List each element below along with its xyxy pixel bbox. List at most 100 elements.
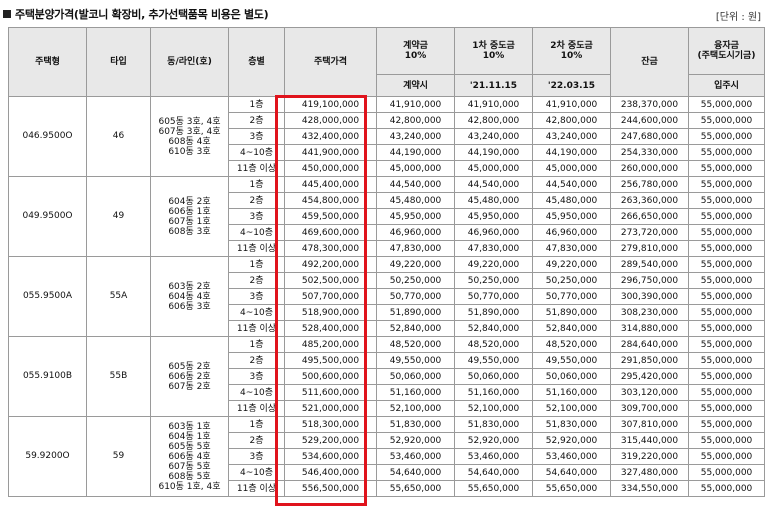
balance-cell: 327,480,000 xyxy=(610,464,689,481)
mid2-cell: 46,960,000 xyxy=(532,224,611,241)
table-row: 046.9500O 46 605동 3호, 4호 607동 3호, 4호 608동 … xyxy=(8,96,765,177)
header-balance: 잔금 xyxy=(610,27,689,97)
house-type-cell: 055.9100B xyxy=(8,336,87,417)
table-row: 3층 507,700,000 50,770,000 50,770,000 50,770,… xyxy=(9,288,765,305)
mid2-cell: 48,520,000 xyxy=(532,336,611,353)
mid1-cell: 45,000,000 xyxy=(454,160,533,177)
table-row: 2층 529,200,000 52,920,000 52,920,000 52,920,… xyxy=(9,432,765,449)
contract-cell: 51,830,000 xyxy=(376,416,455,433)
price-cell: 432,400,000 xyxy=(284,128,377,145)
price-cell: 441,900,000 xyxy=(284,144,377,161)
mid2-cell: 42,800,000 xyxy=(532,112,611,129)
mid1-cell: 41,910,000 xyxy=(454,96,533,113)
house-type-cell: 046.9500O xyxy=(8,96,87,177)
contract-cell: 48,520,000 xyxy=(376,336,455,353)
loan-cell: 55,000,000 xyxy=(688,400,765,417)
mid2-cell: 51,890,000 xyxy=(532,304,611,321)
header-contract-when: 계약시 xyxy=(376,74,455,97)
mid1-cell: 46,960,000 xyxy=(454,224,533,241)
balance-cell: 300,390,000 xyxy=(610,288,689,305)
balance-cell: 307,810,000 xyxy=(610,416,689,433)
floor-cell: 11층 이상 xyxy=(228,480,285,497)
table-row: 049.9500O 49 604동 2호 606동 1호 607동 1호 608동 … xyxy=(8,176,765,257)
mid2-cell: 54,640,000 xyxy=(532,464,611,481)
price-table: 주택형 타입 동/라인(호) 층별 주택가격 계약금 10% 1차 중도금 10… xyxy=(8,27,765,497)
table-row: 3층 534,600,000 53,460,000 53,460,000 53,460,… xyxy=(9,448,765,465)
mid2-cell: 49,550,000 xyxy=(532,352,611,369)
balance-cell: 244,600,000 xyxy=(610,112,689,129)
mid2-cell: 41,910,000 xyxy=(532,96,611,113)
house-type-cell: 59.9200O xyxy=(8,416,87,497)
mid2-cell: 52,920,000 xyxy=(532,432,611,449)
table-row: 3층 459,500,000 45,950,000 45,950,000 45,950,… xyxy=(9,208,765,225)
header-mid1-when: '21.11.15 xyxy=(454,74,533,97)
floor-cell: 3층 xyxy=(228,128,285,145)
price-cell: 518,900,000 xyxy=(284,304,377,321)
contract-cell: 47,830,000 xyxy=(376,240,455,257)
type-cell: 55A xyxy=(86,256,151,337)
loan-cell: 55,000,000 xyxy=(688,272,765,289)
contract-cell: 41,910,000 xyxy=(376,96,455,113)
table-body: 046.9500O 46 605동 3호, 4호 607동 3호, 4호 608동 … xyxy=(8,96,765,497)
table-row: 11층 이상 521,000,000 52,100,000 52,100,000 52,… xyxy=(9,400,765,417)
contract-cell: 53,460,000 xyxy=(376,448,455,465)
header-loan: 융자금 (주택도시기금) xyxy=(688,27,765,75)
contract-cell: 42,800,000 xyxy=(376,112,455,129)
mid2-cell: 53,460,000 xyxy=(532,448,611,465)
floor-cell: 11층 이상 xyxy=(228,320,285,337)
balance-cell: 256,780,000 xyxy=(610,176,689,193)
price-cell: 546,400,000 xyxy=(284,464,377,481)
balance-cell: 319,220,000 xyxy=(610,448,689,465)
balance-cell: 279,810,000 xyxy=(610,240,689,257)
mid1-cell: 51,160,000 xyxy=(454,384,533,401)
mid1-cell: 51,830,000 xyxy=(454,416,533,433)
contract-cell: 45,480,000 xyxy=(376,192,455,209)
mid1-cell: 48,520,000 xyxy=(454,336,533,353)
contract-cell: 44,540,000 xyxy=(376,176,455,193)
balance-cell: 308,230,000 xyxy=(610,304,689,321)
mid1-cell: 52,100,000 xyxy=(454,400,533,417)
floor-cell: 11층 이상 xyxy=(228,400,285,417)
contract-cell: 49,220,000 xyxy=(376,256,455,273)
contract-cell: 52,840,000 xyxy=(376,320,455,337)
loan-cell: 55,000,000 xyxy=(688,416,765,433)
loan-cell: 55,000,000 xyxy=(688,192,765,209)
loan-cell: 55,000,000 xyxy=(688,464,765,481)
loan-cell: 55,000,000 xyxy=(688,160,765,177)
loan-cell: 55,000,000 xyxy=(688,96,765,113)
contract-cell: 52,100,000 xyxy=(376,400,455,417)
loan-cell: 55,000,000 xyxy=(688,336,765,353)
contract-cell: 45,950,000 xyxy=(376,208,455,225)
type-cell: 59 xyxy=(86,416,151,497)
price-cell: 511,600,000 xyxy=(284,384,377,401)
mid1-cell: 52,840,000 xyxy=(454,320,533,337)
contract-cell: 54,640,000 xyxy=(376,464,455,481)
mid2-cell: 47,830,000 xyxy=(532,240,611,257)
contract-cell: 45,000,000 xyxy=(376,160,455,177)
mid1-cell: 49,550,000 xyxy=(454,352,533,369)
loan-cell: 55,000,000 xyxy=(688,128,765,145)
mid2-cell: 50,250,000 xyxy=(532,272,611,289)
floor-cell: 2층 xyxy=(228,192,285,209)
dong-line-cell: 604동 2호 606동 1호 607동 1호 608동 3호 xyxy=(150,176,229,257)
mid1-cell: 47,830,000 xyxy=(454,240,533,257)
contract-cell: 46,960,000 xyxy=(376,224,455,241)
mid2-cell: 43,240,000 xyxy=(532,128,611,145)
floor-cell: 3층 xyxy=(228,208,285,225)
price-cell: 428,000,000 xyxy=(284,112,377,129)
balance-cell: 263,360,000 xyxy=(610,192,689,209)
floor-cell: 1층 xyxy=(228,176,285,193)
loan-cell: 55,000,000 xyxy=(688,144,765,161)
loan-cell: 55,000,000 xyxy=(688,432,765,449)
mid1-cell: 50,770,000 xyxy=(454,288,533,305)
mid1-cell: 50,250,000 xyxy=(454,272,533,289)
price-cell: 529,200,000 xyxy=(284,432,377,449)
price-cell: 500,600,000 xyxy=(284,368,377,385)
mid2-cell: 55,650,000 xyxy=(532,480,611,497)
mid1-cell: 49,220,000 xyxy=(454,256,533,273)
floor-cell: 1층 xyxy=(228,336,285,353)
header-contract: 계약금 10% xyxy=(376,27,455,75)
contract-cell: 51,890,000 xyxy=(376,304,455,321)
dong-line-cell: 603동 2호 604동 4호 606동 3호 xyxy=(150,256,229,337)
table-row: 4~10층 441,900,000 44,190,000 44,190,000 44,1… xyxy=(9,144,765,161)
